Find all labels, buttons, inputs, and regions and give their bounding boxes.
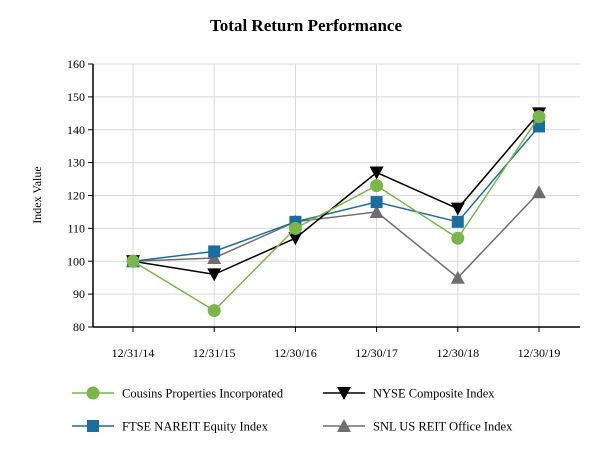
data-point — [532, 110, 546, 124]
y-tick-label: 120 — [67, 189, 85, 203]
data-point — [532, 185, 546, 199]
data-point — [288, 221, 302, 235]
legend-label: Cousins Properties Incorporated — [122, 387, 284, 401]
series-ftse-nareit-equity-index — [127, 120, 545, 268]
series-group — [126, 107, 546, 318]
legend-item: NYSE Composite Index — [323, 387, 495, 401]
data-point — [369, 204, 384, 218]
y-tick-label: 140 — [67, 123, 85, 137]
legend-label: SNL US REIT Office Index — [373, 420, 513, 434]
data-point — [207, 268, 222, 282]
y-tick-label: 90 — [73, 287, 85, 301]
data-point — [126, 254, 140, 268]
series-line — [132, 116, 540, 312]
y-tick-label: 100 — [67, 254, 85, 268]
data-point — [450, 270, 465, 284]
legend-marker — [337, 419, 351, 432]
chart-title: Total Return Performance — [210, 16, 402, 35]
x-tick-label: 12/30/19 — [518, 346, 561, 360]
data-point — [451, 231, 465, 245]
y-axis-label: Index Value — [30, 166, 44, 223]
data-point — [207, 250, 222, 264]
legend-marker — [87, 420, 99, 432]
data-point — [208, 245, 221, 258]
x-tick-label: 12/31/14 — [112, 346, 155, 360]
grid — [93, 63, 580, 328]
legend-label: NYSE Composite Index — [373, 387, 495, 401]
legend-marker — [337, 387, 351, 400]
y-tick-label: 130 — [67, 156, 85, 170]
series-cousins-properties-incorporated — [126, 110, 546, 318]
series-line — [132, 112, 540, 276]
y-tick-label: 150 — [67, 90, 85, 104]
series-line — [132, 125, 540, 262]
series-nyse-composite-index — [126, 107, 546, 282]
x-tick-label: 12/31/15 — [193, 346, 236, 360]
legend-label: FTSE NAREIT Equity Index — [122, 420, 269, 434]
x-axis-ticks: 12/31/14 12/31/15 12/30/16 12/30/17 12/30/18… — [112, 327, 561, 360]
data-point — [370, 196, 383, 209]
x-tick-label: 12/30/17 — [355, 346, 398, 360]
data-point — [451, 215, 464, 228]
x-tick-label: 12/30/18 — [436, 346, 479, 360]
legend-marker — [86, 386, 100, 400]
y-tick-label: 80 — [73, 320, 85, 334]
data-point — [288, 232, 303, 246]
data-point — [450, 202, 465, 216]
y-tick-label: 160 — [67, 57, 85, 71]
data-point — [369, 166, 384, 180]
legend-item: SNL US REIT Office Index — [323, 419, 513, 434]
legend-item: FTSE NAREIT Equity Index — [72, 420, 269, 434]
data-point — [370, 179, 384, 193]
legend: Cousins Properties Incorporated NYSE Comp… — [72, 386, 513, 434]
data-point — [533, 120, 545, 133]
y-axis-ticks: 80 90 100 110 120 130 140 150 160 — [67, 57, 93, 334]
legend-item: Cousins Properties Incorporated — [72, 386, 284, 401]
x-tick-label: 12/30/16 — [274, 346, 317, 360]
data-point — [207, 304, 221, 318]
y-tick-label: 110 — [67, 221, 85, 235]
series-line — [132, 191, 540, 279]
